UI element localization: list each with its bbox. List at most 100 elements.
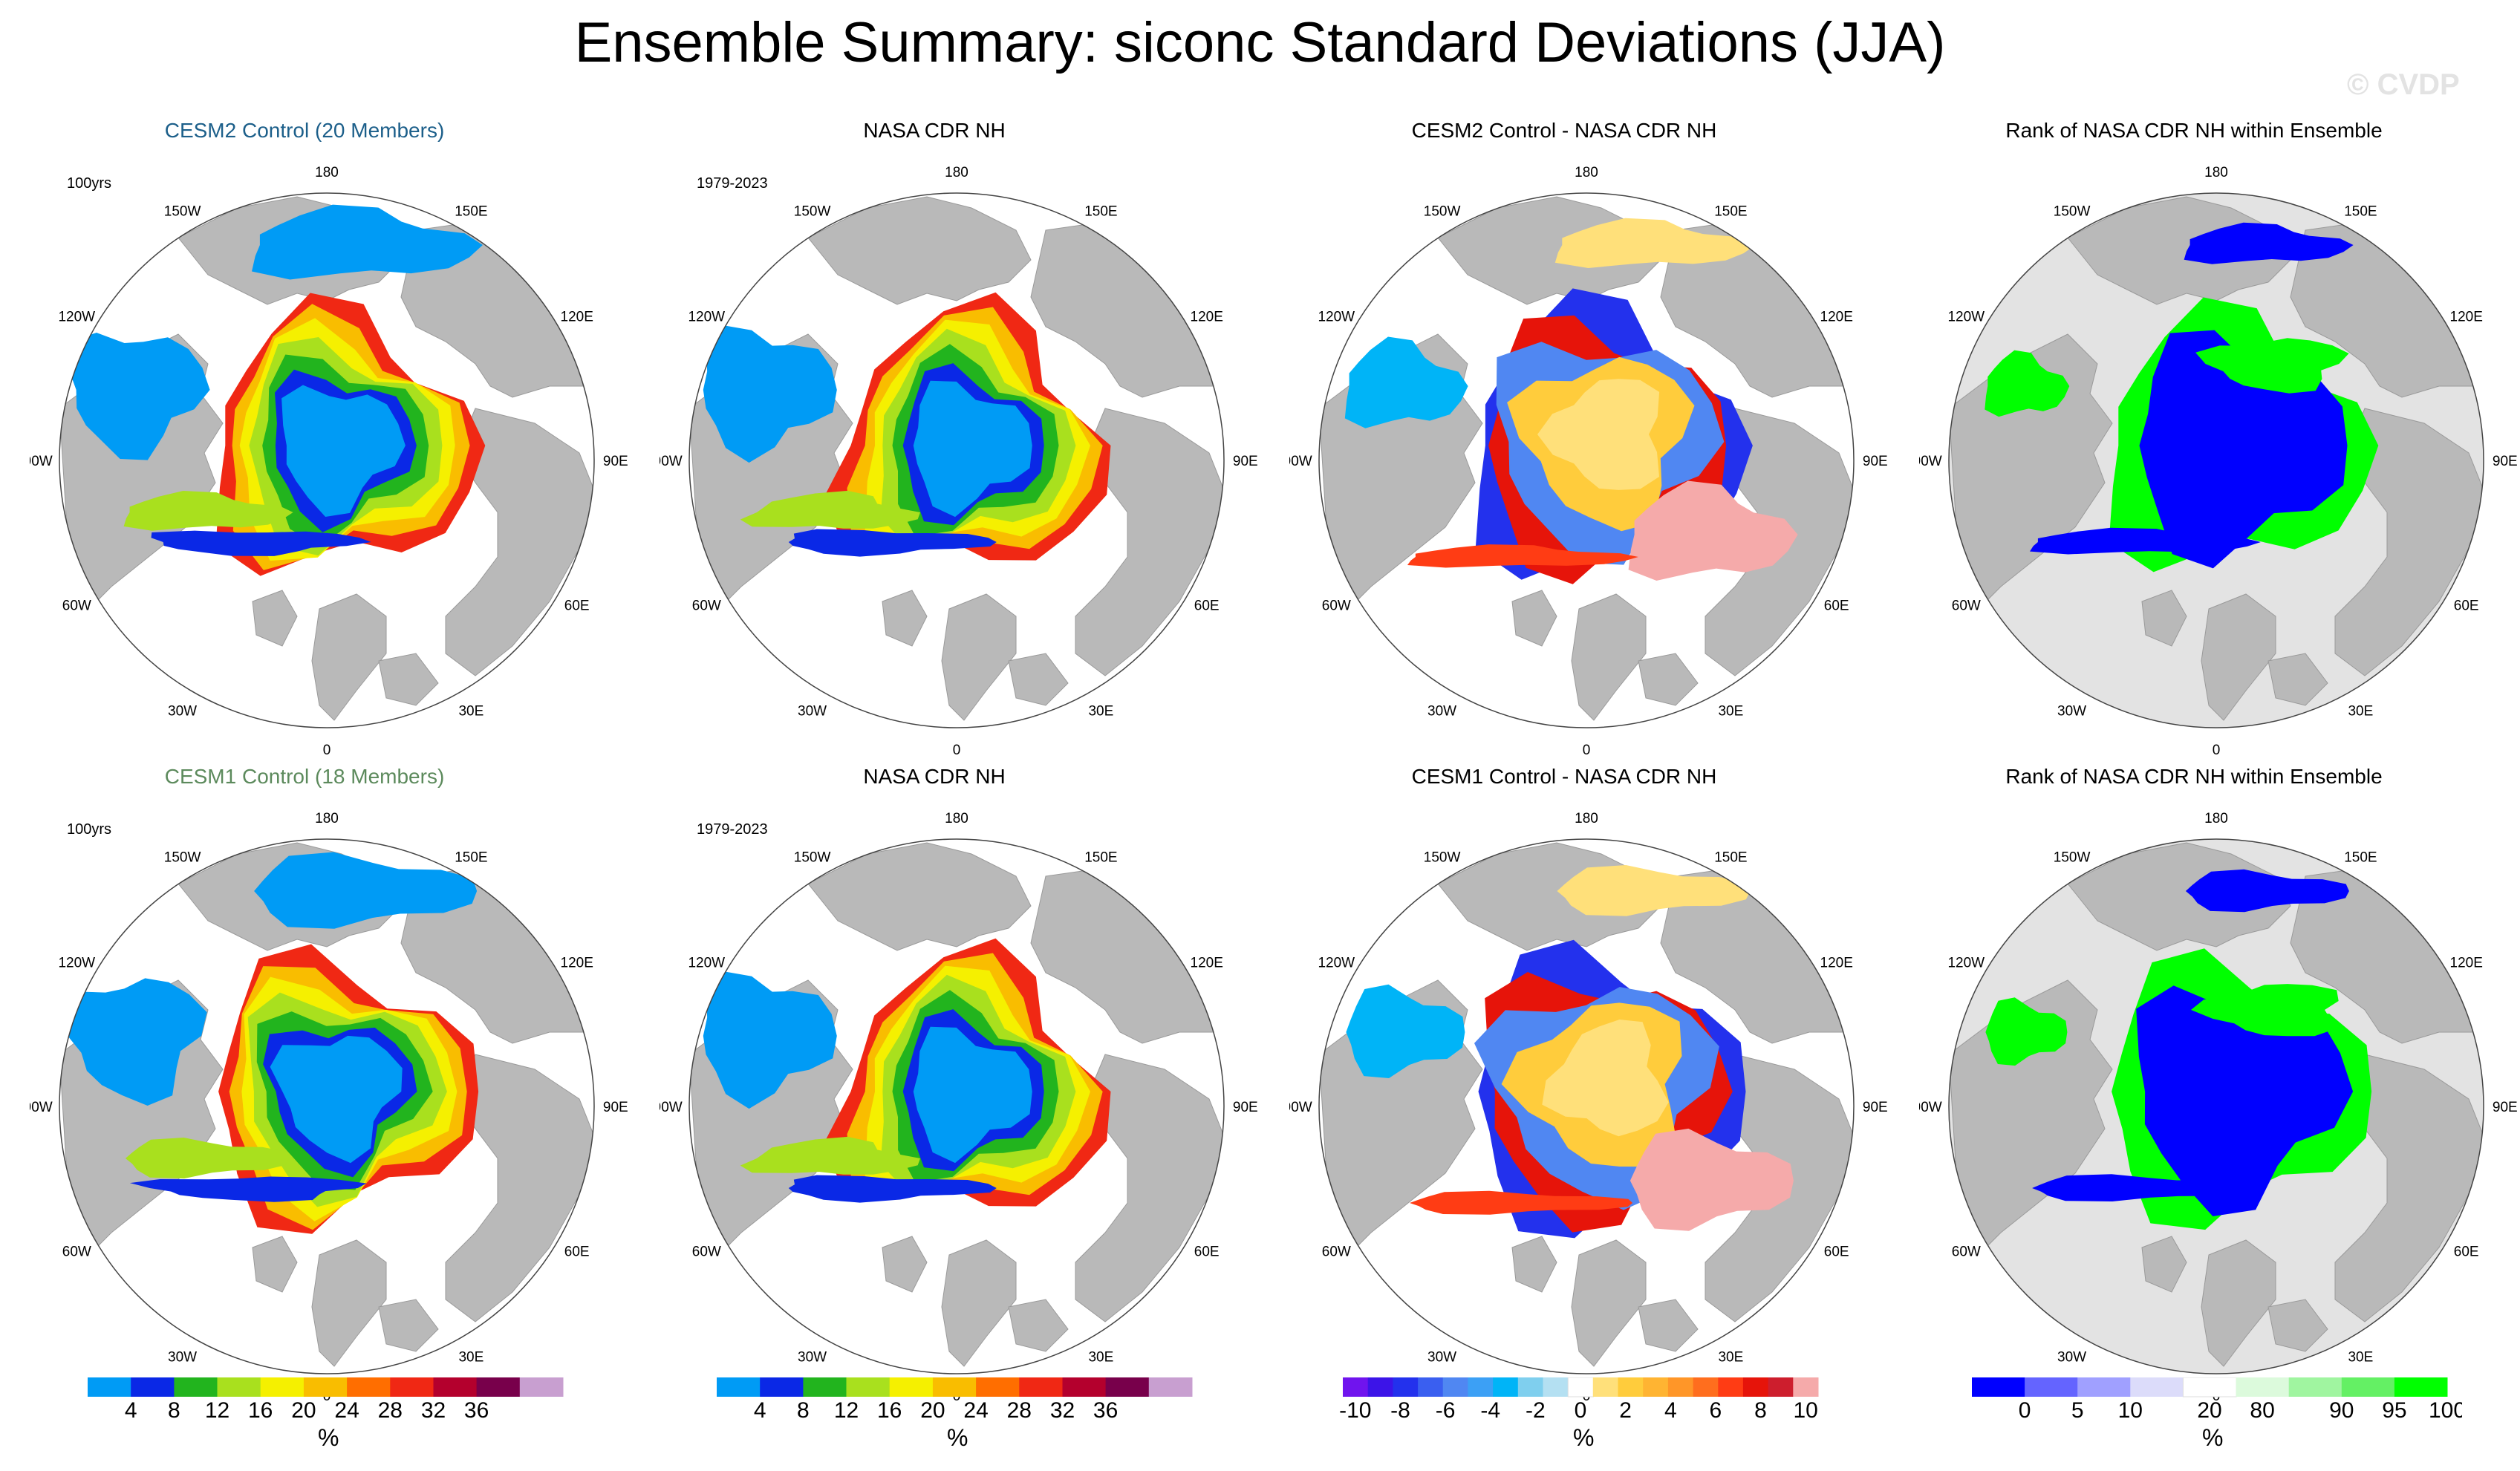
colorbar-tick-label: 5 — [2071, 1398, 2084, 1422]
land-mass — [2201, 1239, 2276, 1367]
colorbar-tick-label: 6 — [1710, 1398, 1722, 1422]
land-mass — [1075, 1054, 1224, 1322]
lon-label: 120E — [561, 956, 593, 971]
colorbar-swatch — [1517, 1377, 1543, 1397]
land-mass — [311, 1239, 387, 1367]
lon-label: 150E — [455, 203, 487, 219]
lon-label: 150E — [1714, 203, 1747, 219]
lon-label: 60E — [2454, 1244, 2479, 1259]
lon-label: 150W — [1424, 203, 1461, 219]
colorbar-unit: % — [947, 1424, 968, 1451]
land-mass — [2267, 1299, 2328, 1352]
colorbar-swatch — [2236, 1377, 2290, 1397]
colorbar-swatch — [846, 1377, 891, 1397]
lon-label: 180 — [1575, 811, 1598, 826]
lon-label: 150W — [794, 849, 831, 865]
colorbar-swatch — [1618, 1377, 1644, 1397]
colorbar-diff: -10 -8 -6 -4 -2 0 2 4 6 8 10 — [1339, 1377, 1819, 1422]
lon-label: 30W — [2057, 704, 2086, 720]
colorbar-tick-label: 20 — [920, 1398, 945, 1422]
colorbar-tick-label: 0 — [2019, 1398, 2031, 1422]
land-mass — [882, 590, 928, 647]
colorbar-swatch — [1718, 1377, 1744, 1397]
cvdp-watermark: © CVDP — [2347, 68, 2460, 101]
colorbar-swatch — [1493, 1377, 1519, 1397]
colorbar-swatch — [1567, 1377, 1594, 1397]
map-border — [1948, 192, 2484, 728]
land-mass — [941, 593, 1017, 721]
polar-map: 180150E120E90E60E30E030W60W90W120W150W — [30, 165, 628, 758]
land-mass — [445, 408, 594, 676]
lon-label: 120E — [2450, 310, 2483, 325]
land-mass — [378, 653, 439, 706]
lon-label: 60E — [1194, 598, 1220, 613]
lon-label: 60W — [1952, 1244, 1981, 1259]
lon-label: 30W — [2057, 1350, 2086, 1366]
colorbar-tick-label: 32 — [421, 1398, 446, 1422]
lon-label: 30E — [1718, 1350, 1743, 1366]
polar-map: 180150E120E90E60E30E030W60W90W120W150W — [1289, 165, 1888, 758]
lon-label: 60E — [2454, 598, 2479, 613]
colorbar-tick-label: 4 — [1664, 1398, 1677, 1422]
land-mass — [1638, 1299, 1699, 1352]
colorbar-tick-label: 100 — [2429, 1398, 2462, 1422]
colorbar-swatch — [217, 1377, 261, 1397]
colorbar-swatch — [1468, 1377, 1494, 1397]
land-mass — [1638, 653, 1699, 706]
lon-label: 30E — [1718, 704, 1743, 720]
colorbar-swatch — [760, 1377, 804, 1397]
lon-label: 30E — [2348, 1350, 2373, 1366]
colorbar-swatch — [347, 1377, 391, 1397]
panel-title: CESM2 Control - NASA CDR NH — [1411, 119, 1717, 142]
land-mass — [1511, 1236, 1557, 1293]
colorbar-swatch — [519, 1377, 564, 1397]
colorbar-swatch — [1643, 1377, 1669, 1397]
colorbar-tick-label: 24 — [334, 1398, 359, 1422]
colorbar-swatch — [2130, 1377, 2184, 1397]
colorbar-swatch — [803, 1377, 847, 1397]
colorbar-tick-label: 36 — [464, 1398, 489, 1422]
colorbar-swatch — [1062, 1377, 1107, 1397]
colorbar-tick-label: 20 — [2197, 1398, 2221, 1422]
lon-label: 150W — [2054, 203, 2091, 219]
lon-label: 30W — [1427, 704, 1456, 720]
lon-label: 60W — [692, 1244, 721, 1259]
panel-title: NASA CDR NH — [863, 119, 1006, 142]
land-mass — [807, 842, 1032, 951]
colorbar-swatch — [1592, 1377, 1618, 1397]
polar-map: 180150E120E90E60E30E030W60W90W120W150W — [660, 811, 1258, 1404]
land-mass — [2141, 590, 2187, 647]
colorbar-unit: % — [1573, 1424, 1595, 1451]
colorbar-tick-label: 4 — [125, 1398, 137, 1422]
colorbar-swatch — [390, 1377, 434, 1397]
panel-title: Rank of NASA CDR NH within Ensemble — [2005, 765, 2383, 788]
period-label: 1979-2023 — [697, 821, 768, 838]
lon-label: 60W — [1322, 598, 1351, 613]
lon-label: 180 — [315, 165, 339, 180]
lon-label: 120W — [58, 310, 95, 325]
colorbar-swatch — [476, 1377, 521, 1397]
polar-map: 180150E120E90E60E30E030W60W90W120W150W — [1919, 811, 2518, 1404]
panel-title: CESM1 Control (18 Members) — [164, 765, 445, 788]
lon-label: 120W — [688, 310, 725, 325]
land-mass — [1511, 590, 1557, 647]
lon-label: 90E — [2493, 454, 2518, 469]
land-mass — [378, 1299, 439, 1352]
map-panel-cesm2-control: CESM2 Control (20 Members) 180 150E 120E 90E… — [30, 119, 654, 787]
panel-title: NASA CDR NH — [863, 765, 1006, 788]
colorbar-swatch — [976, 1377, 1020, 1397]
lon-label: 90W — [660, 1100, 683, 1115]
lon-label: 150E — [455, 849, 487, 865]
period-label: 1979-2023 — [697, 175, 768, 192]
lon-label: 90E — [1863, 454, 1888, 469]
land-mass — [2334, 1054, 2484, 1322]
colorbar-tick-label: 80 — [2250, 1398, 2274, 1422]
lon-label: 30W — [798, 1350, 827, 1366]
lon-label: 60E — [1824, 598, 1849, 613]
colorbar-swatch — [1768, 1377, 1794, 1397]
colorbar-tick-label: 20 — [291, 1398, 316, 1422]
lon-label: 30W — [1427, 1350, 1456, 1366]
colorbar-tick-label: 36 — [1093, 1398, 1118, 1422]
sea-ice-field — [703, 938, 1111, 1207]
colorbar-swatch — [1543, 1377, 1569, 1397]
